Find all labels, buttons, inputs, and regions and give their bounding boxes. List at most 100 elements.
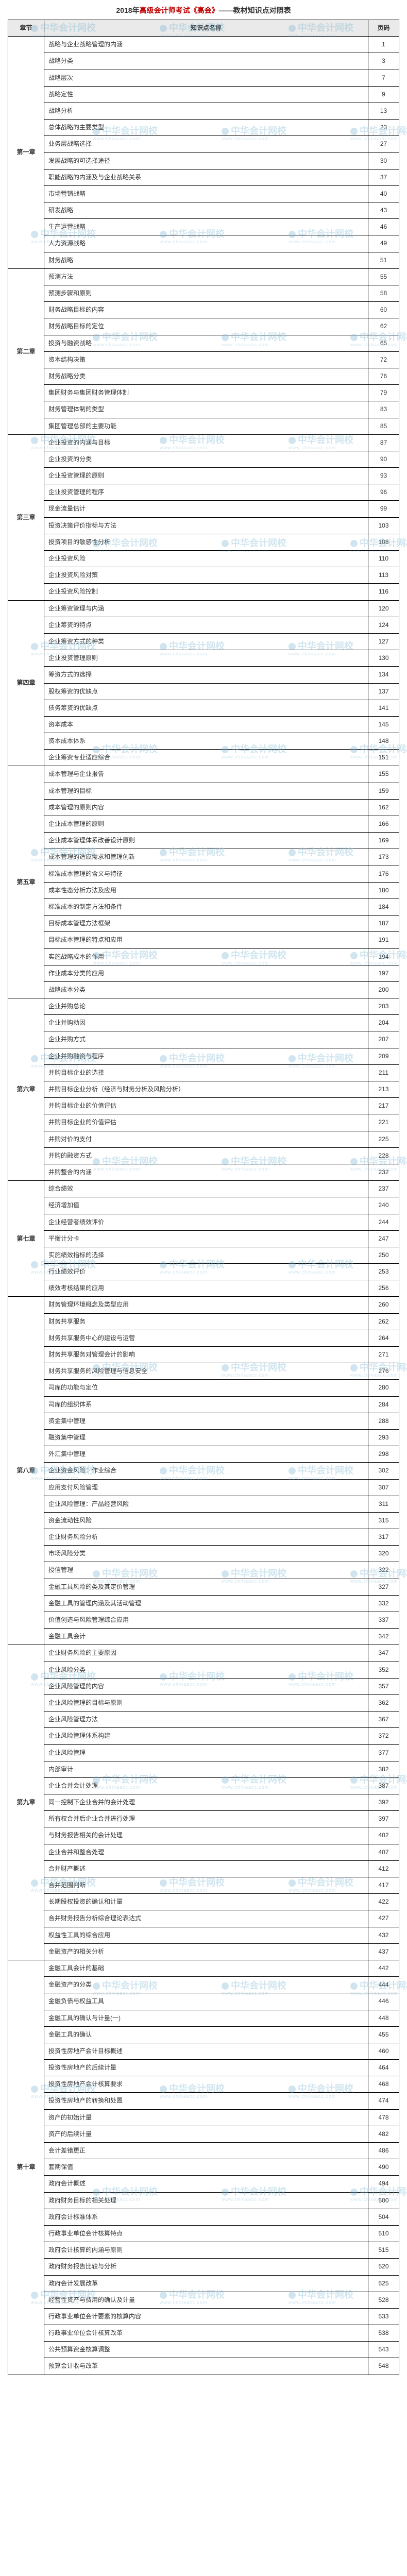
page-cell: 7 xyxy=(368,70,399,86)
name-cell: 金融工具的确认与计量(一) xyxy=(44,2010,368,2026)
table-row: 政府财务报告比较与分析520 xyxy=(8,2259,399,2275)
name-cell: 业务层战略选择 xyxy=(44,136,368,152)
page-cell: 284 xyxy=(368,1396,399,1413)
page-cell: 37 xyxy=(368,169,399,185)
chapter-cell: 第七章 xyxy=(8,1181,44,1297)
name-cell: 战略分析 xyxy=(44,103,368,119)
page-cell: 352 xyxy=(368,1662,399,1678)
table-row: 标准成本的制定方法和条件184 xyxy=(8,899,399,915)
chapter-cell: 第一章 xyxy=(8,37,44,269)
page-cell: 116 xyxy=(368,584,399,600)
table-row: 司库的组织体系284 xyxy=(8,1396,399,1413)
name-cell: 企业投资管理原则 xyxy=(44,650,368,667)
page-cell: 60 xyxy=(368,302,399,318)
name-cell: 并购目标企业的价值评估 xyxy=(44,1098,368,1114)
page-cell: 260 xyxy=(368,1297,399,1313)
name-cell: 集团财务与集团财务管理体制 xyxy=(44,385,368,401)
table-row: 行政事业单位会计要素的核算内容533 xyxy=(8,2308,399,2325)
page-cell: 209 xyxy=(368,1048,399,1064)
name-cell: 金融资产的分类 xyxy=(44,1977,368,1993)
page-cell: 392 xyxy=(368,1794,399,1811)
table-row: 企业并购融资与程序209 xyxy=(8,1048,399,1064)
page-cell: 460 xyxy=(368,2043,399,2059)
table-row: 企业投资管理的原则93 xyxy=(8,468,399,484)
name-cell: 战略分类 xyxy=(44,53,368,70)
page-cell: 327 xyxy=(368,1579,399,1595)
table-row: 政府会计核算的内涵与原则515 xyxy=(8,2242,399,2259)
page-cell: 151 xyxy=(368,750,399,766)
name-cell: 企业风险管理的目标与原则 xyxy=(44,1694,368,1711)
table-row: 债务筹资的优缺点141 xyxy=(8,700,399,716)
page-cell: 464 xyxy=(368,2060,399,2076)
name-cell: 集团管理总部的主要功能 xyxy=(44,418,368,434)
table-row: 财务管理体制的类型83 xyxy=(8,401,399,418)
name-cell: 企业风险管理的内容 xyxy=(44,1678,368,1694)
table-row: 与财务报告相关的会计处理402 xyxy=(8,1827,399,1844)
table-row: 并购目标企业的价值评估221 xyxy=(8,1114,399,1131)
table-row: 战略分类3 xyxy=(8,53,399,70)
name-cell: 企业并购融资与程序 xyxy=(44,1048,368,1064)
name-cell: 资产的初始计量 xyxy=(44,2109,368,2126)
name-cell: 套期保值 xyxy=(44,2159,368,2176)
table-row: 战略定性9 xyxy=(8,86,399,103)
page-cell: 317 xyxy=(368,1529,399,1546)
name-cell: 企业投资风险 xyxy=(44,551,368,567)
page-cell: 46 xyxy=(368,219,399,235)
page-cell: 240 xyxy=(368,1197,399,1214)
page-cell: 504 xyxy=(368,2209,399,2225)
name-cell: 企业风险管理：产品经营风险 xyxy=(44,1496,368,1512)
name-cell: 并购目标企业的选择 xyxy=(44,1064,368,1081)
page-cell: 432 xyxy=(368,1927,399,1943)
page-cell: 311 xyxy=(368,1496,399,1512)
name-cell: 预测步骤和原则 xyxy=(44,285,368,302)
table-row: 并购对价的支付225 xyxy=(8,1131,399,1147)
name-cell: 市场风险分类 xyxy=(44,1546,368,1562)
page-cell: 217 xyxy=(368,1098,399,1114)
table-row: 经营性资产与费用的确认及计量528 xyxy=(8,2292,399,2308)
page-cell: 120 xyxy=(368,600,399,617)
page-cell: 237 xyxy=(368,1181,399,1197)
page-cell: 548 xyxy=(368,2358,399,2375)
table-row: 企业风险分类352 xyxy=(8,1662,399,1678)
name-cell: 金融工具的确认 xyxy=(44,2026,368,2043)
page-cell: 58 xyxy=(368,285,399,302)
page-cell: 103 xyxy=(368,517,399,534)
page-cell: 49 xyxy=(368,235,399,252)
page-cell: 382 xyxy=(368,1761,399,1777)
table-row: 生产运营战略46 xyxy=(8,219,399,235)
name-cell: 成本管理与企业报告 xyxy=(44,766,368,783)
table-row: 套期保值490 xyxy=(8,2159,399,2176)
name-cell: 企业财务风险的主要原因 xyxy=(44,1645,368,1662)
table-row: 企业财务风险分析317 xyxy=(8,1529,399,1546)
page-cell: 194 xyxy=(368,948,399,965)
page-cell: 315 xyxy=(368,1512,399,1529)
page-cell: 293 xyxy=(368,1429,399,1446)
page-cell: 244 xyxy=(368,1214,399,1230)
page-cell: 362 xyxy=(368,1694,399,1711)
table-row: 成本性态分析方法及应用180 xyxy=(8,882,399,899)
table-row: 投资性房地产会计核算要求468 xyxy=(8,2076,399,2093)
table-row: 财务共享服务的风险管理与信息安全276 xyxy=(8,1363,399,1380)
name-cell: 资本成本 xyxy=(44,716,368,733)
page-cell: 72 xyxy=(368,351,399,368)
name-cell: 企业成本管理的原则 xyxy=(44,816,368,833)
table-row: 合并财产概述412 xyxy=(8,1860,399,1877)
page-cell: 288 xyxy=(368,1413,399,1429)
name-cell: 企业风险管理体系构建 xyxy=(44,1728,368,1744)
name-cell: 投资项目的敏感性分析 xyxy=(44,534,368,550)
table-row: 职能战略的内涵及与企业战略关系37 xyxy=(8,169,399,185)
table-row: 授信管理322 xyxy=(8,1562,399,1579)
page-cell: 166 xyxy=(368,816,399,833)
page-cell: 490 xyxy=(368,2159,399,2176)
page-cell: 397 xyxy=(368,1811,399,1827)
name-cell: 企业筹资管理与内涵 xyxy=(44,600,368,617)
page-cell: 543 xyxy=(368,2342,399,2358)
table-row: 企业并购动因204 xyxy=(8,1015,399,1031)
name-cell: 企业成本管理体系改善设计原则 xyxy=(44,833,368,849)
name-cell: 合并财务报告分析综合理论表达式 xyxy=(44,1910,368,1927)
table-row: 业务层战略选择27 xyxy=(8,136,399,152)
table-row: 财务战略目标的内容60 xyxy=(8,302,399,318)
table-row: 第四章企业筹资管理与内涵120 xyxy=(8,600,399,617)
table-row: 企业合并会计处理387 xyxy=(8,1777,399,1794)
name-cell: 筹资方式的选择 xyxy=(44,667,368,683)
